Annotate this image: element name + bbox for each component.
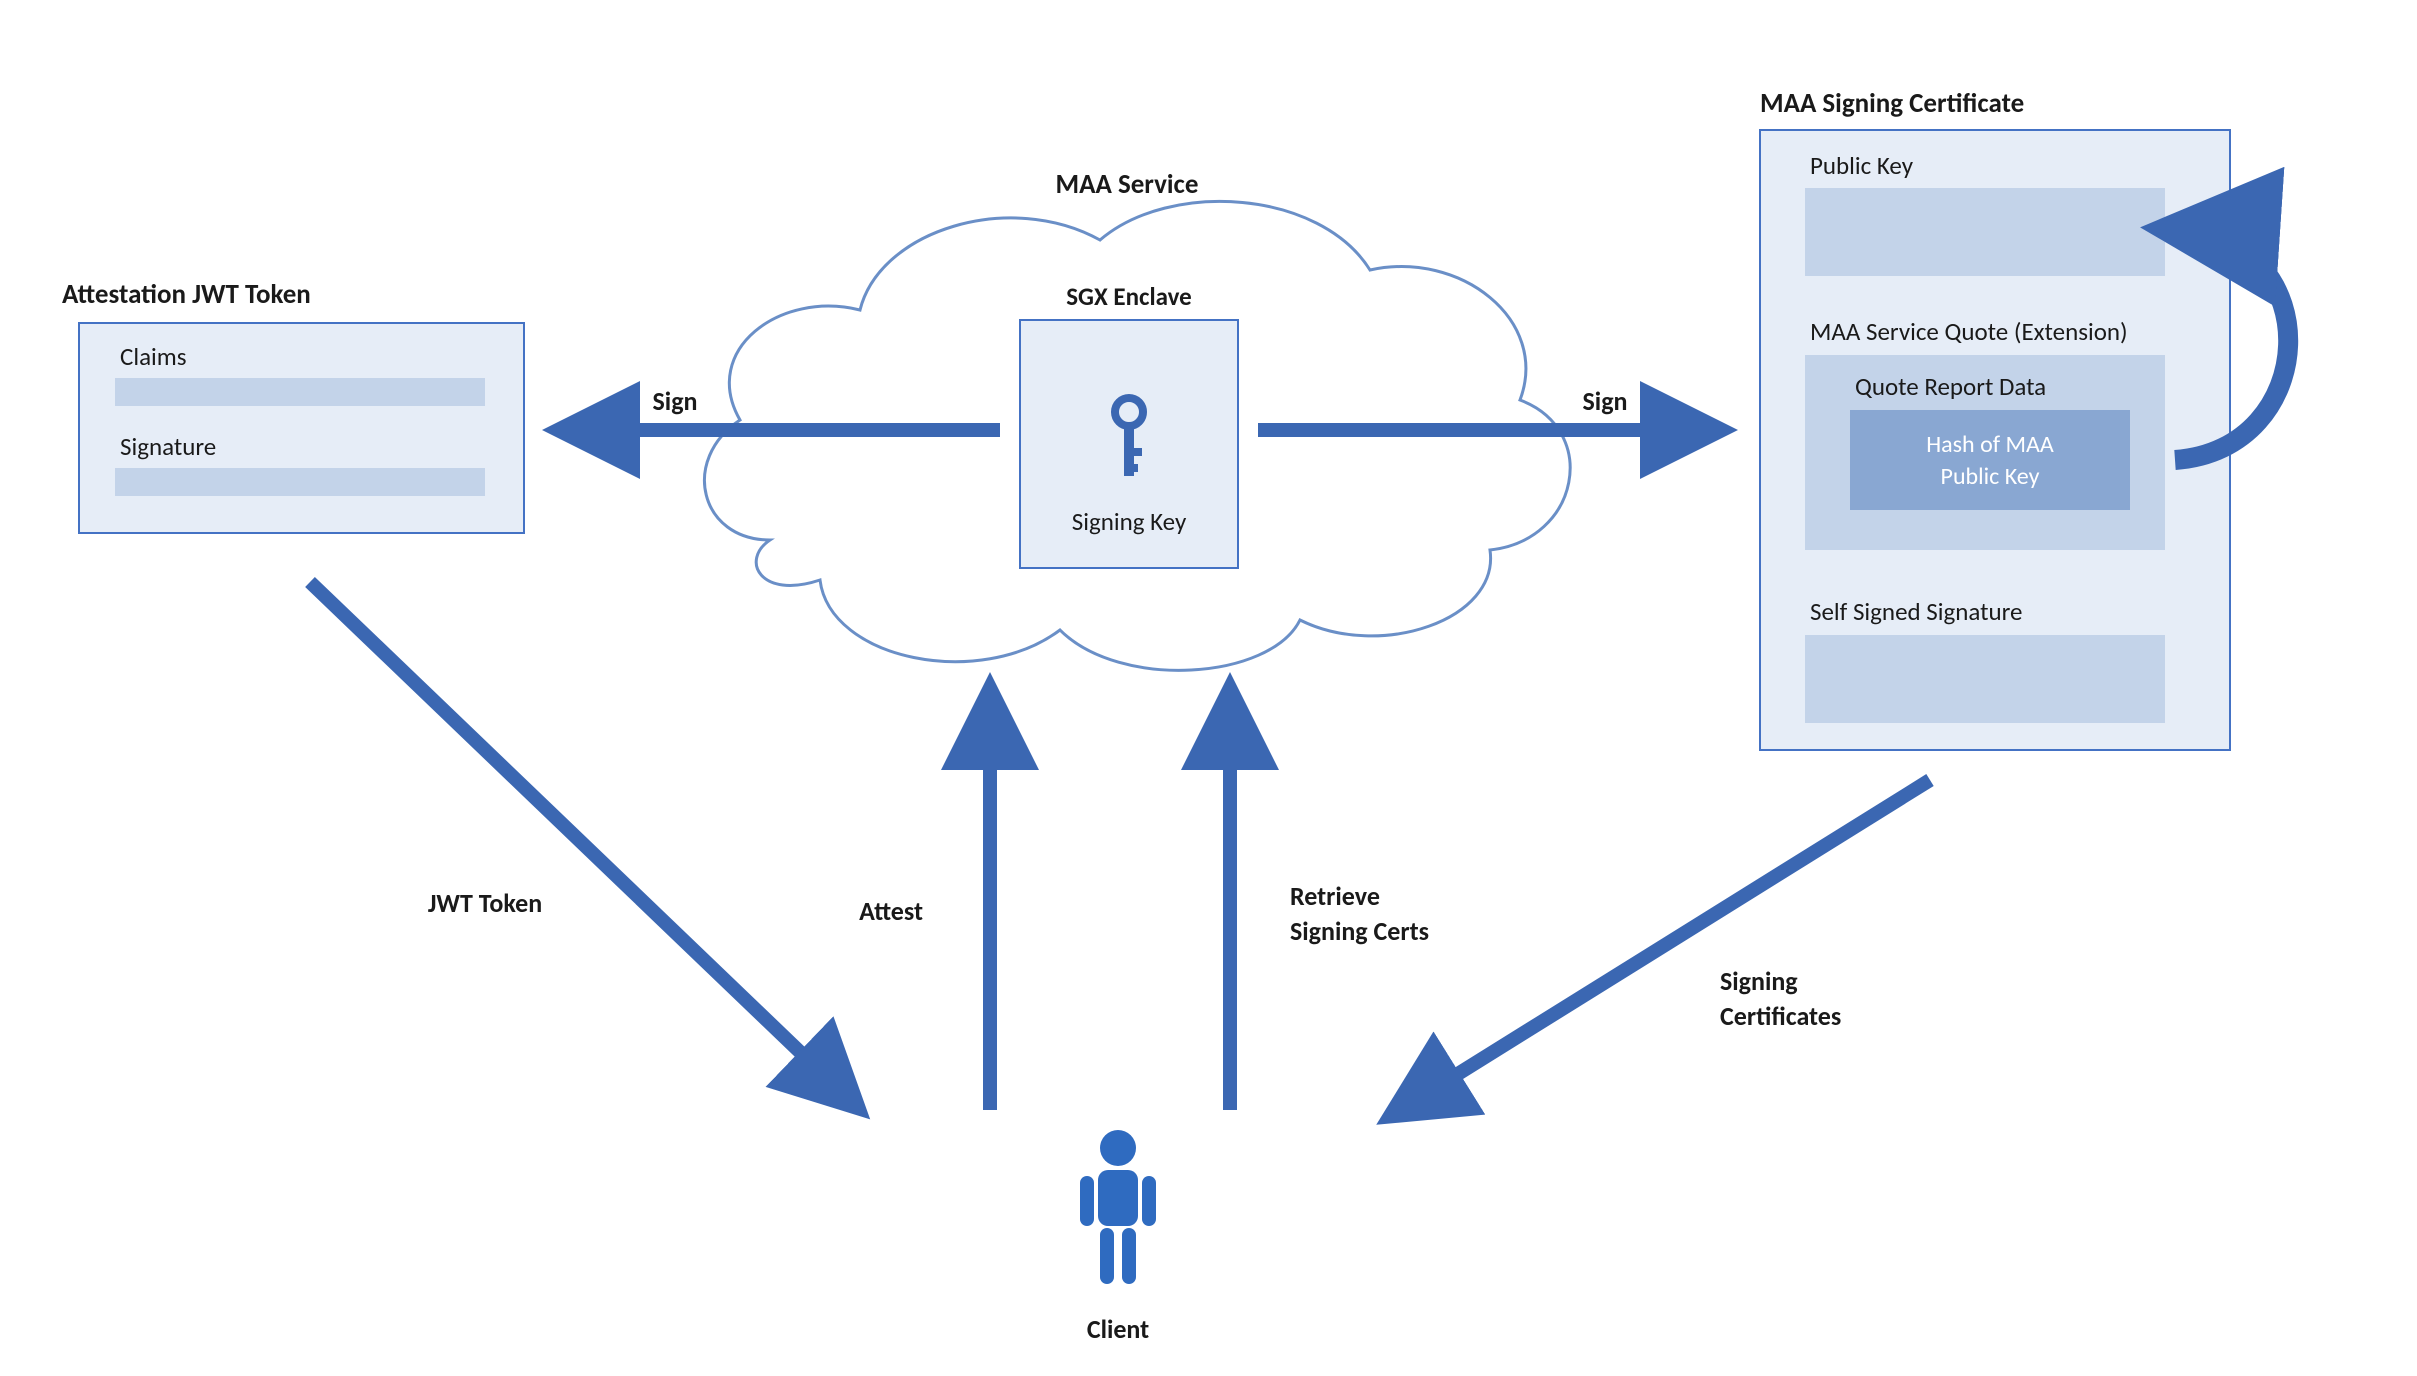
cert-self-signed-bar: [1805, 635, 2165, 723]
attest-label: Attest: [859, 895, 923, 927]
certs-to-client-arrow: [1400, 780, 1930, 1110]
signing-certs-label-1: Signing: [1720, 965, 1798, 997]
maa-service-title: MAA Service: [1056, 168, 1199, 201]
cert-quote-label: MAA Service Quote (Extension): [1810, 316, 2128, 347]
retrieve-label-2: Signing Certs: [1290, 915, 1429, 947]
cert-self-signed-label: Self Signed Signature: [1810, 596, 2023, 627]
cert-hash-label-1: Hash of MAA: [1926, 430, 2054, 459]
cert-report-label: Quote Report Data: [1855, 371, 2046, 402]
sgx-enclave-title: SGX Enclave: [1066, 281, 1192, 312]
jwt-claims-bar: [115, 378, 485, 406]
jwt-title: Attestation JWT Token: [62, 278, 311, 311]
architecture-diagram: MAA Service SGX Enclave Signing Key Atte…: [0, 0, 2417, 1376]
cert-public-key-label: Public Key: [1810, 150, 1914, 181]
jwt-token-box: Attestation JWT Token Claims Signature: [62, 278, 524, 533]
jwt-token-label: JWT Token: [428, 887, 542, 919]
cert-hash-label-2: Public Key: [1941, 462, 2040, 491]
sign-right-label: Sign: [1583, 385, 1628, 417]
jwt-to-client-arrow: [310, 582, 850, 1100]
maa-cert-box: MAA Signing Certificate Public Key MAA S…: [1760, 87, 2230, 750]
maa-service-cloud: MAA Service SGX Enclave Signing Key: [704, 168, 1570, 670]
signing-key-label: Signing Key: [1072, 506, 1187, 537]
jwt-signature-bar: [115, 468, 485, 496]
jwt-claims-label: Claims: [120, 341, 187, 372]
jwt-signature-label: Signature: [120, 431, 216, 462]
client-icon: [1080, 1130, 1156, 1284]
signing-certs-label-2: Certificates: [1720, 1000, 1841, 1032]
cert-title: MAA Signing Certificate: [1760, 87, 2024, 120]
retrieve-label-1: Retrieve: [1290, 880, 1380, 912]
cert-public-key-bar: [1805, 188, 2165, 276]
client-label: Client: [1087, 1313, 1149, 1345]
cert-hash-box: [1850, 410, 2130, 510]
sign-left-label: Sign: [653, 385, 698, 417]
